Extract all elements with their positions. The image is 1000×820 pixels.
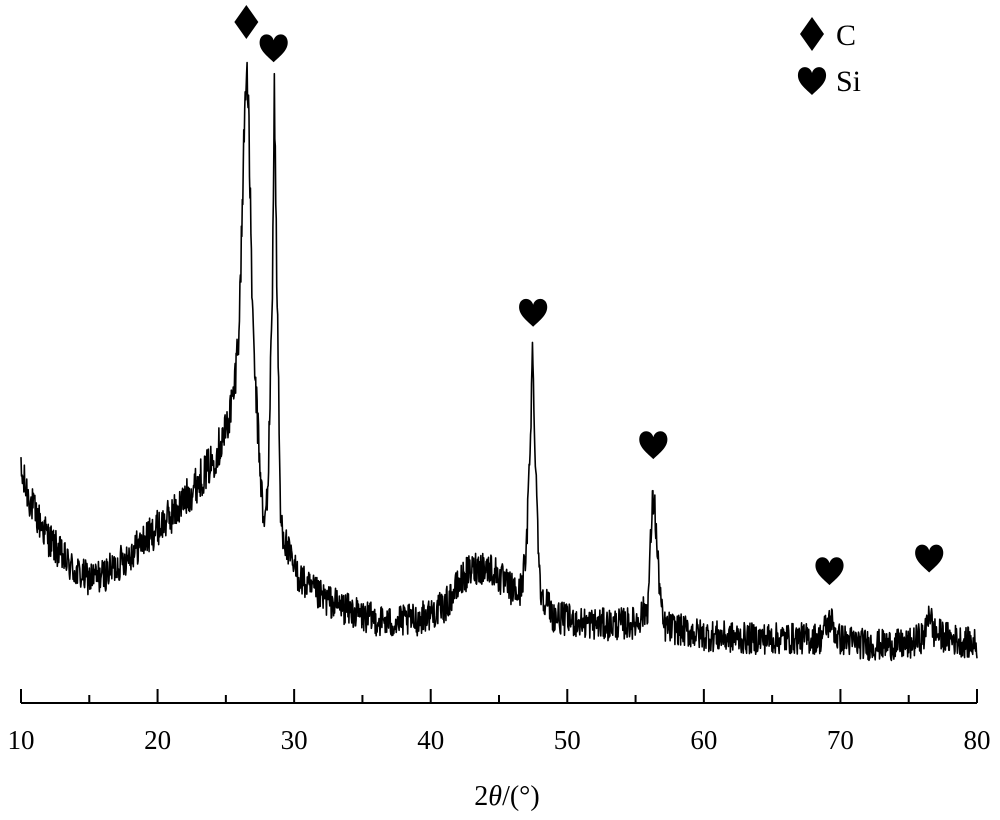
x-axis-title-prefix: 2 [474, 781, 488, 812]
x-axis-title-suffix: /(°) [502, 781, 540, 812]
legend-label-si: Si [836, 65, 861, 98]
x-tick-label-20: 20 [144, 725, 171, 755]
xrd-line-layer [20, 61, 978, 662]
peak-markers [234, 5, 944, 586]
x-axis-title-symbol: θ [488, 781, 502, 812]
heart-icon [259, 34, 288, 63]
heart-icon [815, 557, 844, 586]
heart-icon [915, 544, 944, 573]
xrd-series-line [20, 61, 978, 662]
x-tick-label-60: 60 [690, 725, 717, 755]
x-tick-label-10: 10 [8, 725, 35, 755]
legend-label-c: C [836, 19, 856, 52]
x-tick-label-70: 70 [827, 725, 854, 755]
x-tick-label-80: 80 [964, 725, 991, 755]
x-ticks: 10 20 30 40 50 60 70 80 [8, 689, 991, 755]
legend-diamond-icon [800, 17, 824, 51]
diamond-icon [234, 5, 259, 39]
x-tick-label-40: 40 [417, 725, 444, 755]
x-tick-label-30: 30 [281, 725, 308, 755]
x-tick-label-50: 50 [554, 725, 581, 755]
heart-icon [639, 431, 668, 460]
legend: C Si [797, 17, 861, 98]
x-axis-title: 2θ/(°) [474, 781, 539, 812]
legend-heart-icon [797, 67, 827, 95]
heart-icon [519, 298, 548, 327]
